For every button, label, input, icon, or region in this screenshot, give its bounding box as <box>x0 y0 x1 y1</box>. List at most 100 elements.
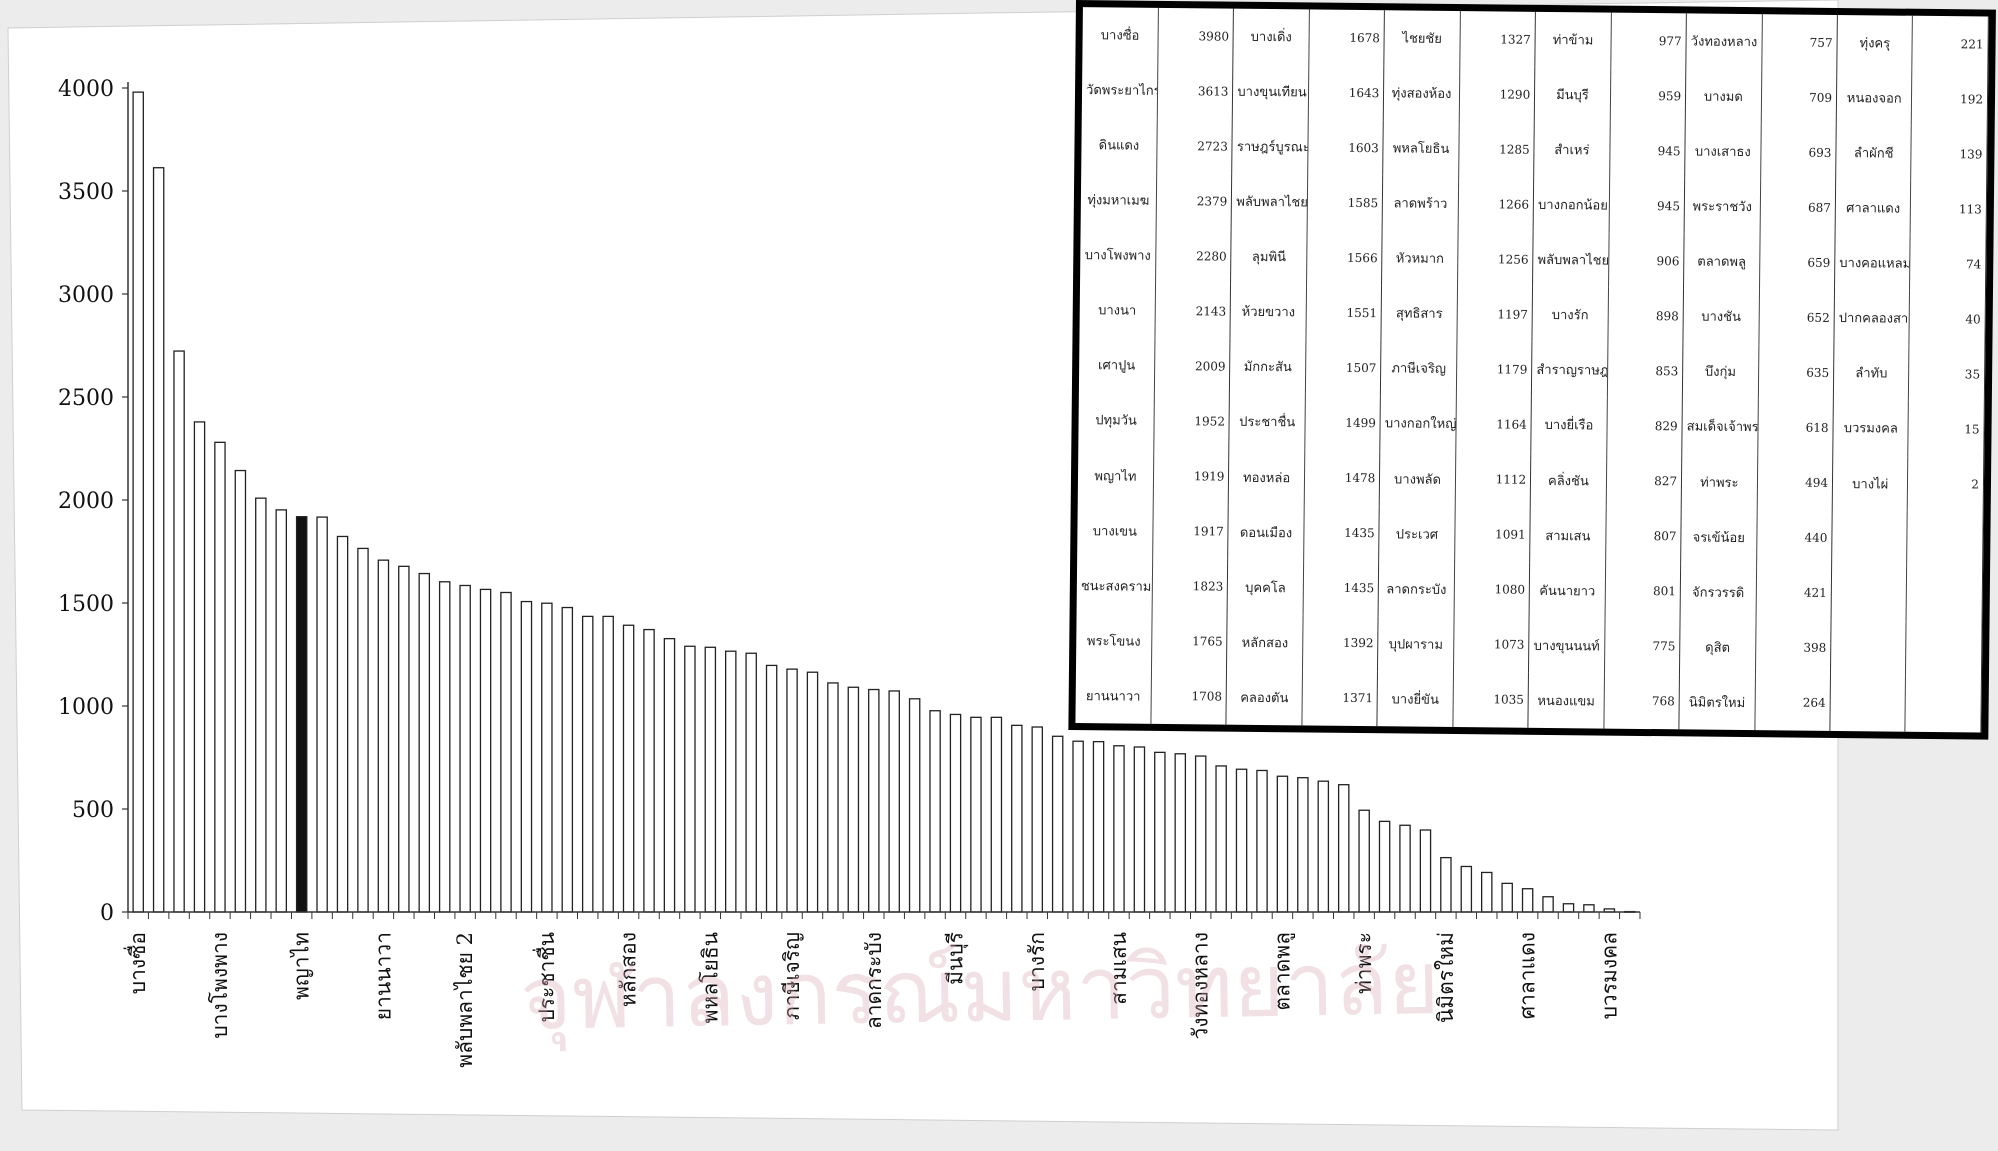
x-tick-label: บวรมงคล <box>1597 932 1621 1019</box>
bar <box>724 650 737 913</box>
district-name-cell: หนองแขม <box>1528 672 1605 729</box>
district-value-cell: 1285 <box>1458 121 1535 177</box>
y-axis: 0 500 1000 1500 2000 2500 3000 3500 4000 <box>58 77 129 926</box>
bar <box>765 664 778 913</box>
y-tick-label: 4000 <box>58 77 114 102</box>
bar <box>1337 784 1350 913</box>
watermark-text: จุฬาลงกรณ์มหาวิทยาลัย <box>519 930 1441 1051</box>
bar <box>704 646 717 913</box>
table-row: ดินแดง 2723 ราษฎร์บูรณะ 1603 พหลโยธิน 1285 สำเ… <box>1081 117 1988 182</box>
bar <box>949 713 962 913</box>
x-tick-label: นิมิตรใหม่ <box>1434 932 1458 1023</box>
district-name-cell: ชนะสงคราม <box>1076 557 1153 614</box>
district-name-cell: สำเหร่ <box>1533 121 1610 178</box>
x-tick-label: พญาไท <box>290 932 314 1000</box>
district-value-cell: 635 <box>1757 344 1834 401</box>
x-tick-label: บางรัก <box>1025 932 1049 991</box>
district-value-cell: 139 <box>1911 125 1988 182</box>
district-value-cell: 945 <box>1608 177 1685 234</box>
x-tick-label: บางซื่อ <box>123 932 150 994</box>
table-row: พญาไท 1919 ทองหล่อ 1478 บางพลัด 1112 คลิ่งชัน 8… <box>1077 447 1984 513</box>
district-value-cell: 906 <box>1608 232 1685 289</box>
district-name-cell: สมเด็จเจ้าพระยา <box>1681 398 1758 455</box>
bar <box>1297 777 1309 913</box>
y-tick-label: 1000 <box>58 695 114 720</box>
district-name-cell: บางยี่ขัน <box>1377 670 1454 727</box>
district-name-cell: วัดพระยาไกร <box>1081 62 1158 118</box>
district-name-cell: ทุ่งครุ <box>1836 14 1913 71</box>
bar <box>929 710 941 913</box>
district-value-cell: 709 <box>1760 69 1837 126</box>
district-name-cell: วังทองหลาง <box>1685 13 1762 70</box>
district-name-cell: บางซื่อ <box>1082 7 1159 63</box>
x-tick-label: ท่าพระ <box>1352 932 1376 994</box>
y-tick-label: 3000 <box>58 283 114 308</box>
y-tick-label: 0 <box>100 901 114 926</box>
bar <box>377 559 390 913</box>
district-name-cell: บางเดิ่ง <box>1233 8 1310 65</box>
district-name-cell: ทุ่งสองห้อง <box>1383 65 1460 122</box>
district-name-cell: คลองตัน <box>1226 669 1303 726</box>
y-tick-label: 500 <box>72 798 114 823</box>
district-value-cell: 1603 <box>1307 119 1384 176</box>
district-value-cell: 1566 <box>1306 229 1383 286</box>
district-name-cell: ยานนาวา <box>1075 667 1152 724</box>
bar <box>336 535 349 913</box>
bar <box>418 572 431 913</box>
district-name-cell: ลาดกระบัง <box>1378 560 1455 617</box>
district-value-cell: 1080 <box>1453 561 1530 618</box>
bar <box>1194 755 1207 913</box>
bar <box>1399 824 1411 913</box>
district-value-cell: 1266 <box>1457 176 1534 233</box>
bar <box>1521 888 1534 913</box>
bar <box>602 615 614 913</box>
bar <box>581 615 594 913</box>
bar <box>479 588 492 913</box>
district-name-cell: ศาลาแดง <box>1835 180 1912 237</box>
district-value-cell: 1507 <box>1305 339 1382 396</box>
district-name-cell: ดอนเมือง <box>1228 504 1305 561</box>
district-value-cell: 1256 <box>1457 231 1534 288</box>
bar <box>1276 775 1289 913</box>
district-value-cell: 15 <box>1908 401 1985 458</box>
bar <box>193 421 206 913</box>
district-value-cell: 618 <box>1757 399 1834 456</box>
bar <box>1072 740 1084 913</box>
x-tick-label: ประชาชื่น <box>532 932 559 1023</box>
district-name-cell: บางกอกใหญ่ <box>1380 395 1457 452</box>
district-name-cell: บวรมงคล <box>1832 400 1909 457</box>
district-name-cell: ทุ่งมหาเมฆ <box>1080 172 1157 229</box>
bar <box>1583 904 1595 913</box>
district-name-cell: บุคคโล <box>1227 559 1304 616</box>
district-value-cell: 1478 <box>1304 449 1381 506</box>
bar <box>1011 724 1023 913</box>
district-value-cell: 1371 <box>1301 670 1378 727</box>
x-tick-label: ลาดกระบัง <box>862 932 886 1029</box>
district-value-cell: 827 <box>1605 453 1682 509</box>
data-table-body: บางซื่อ 3980 บางเดิ่ง 1678 ไชยชัย 1327 ท่าข้าม… <box>1075 7 1989 733</box>
bar <box>1378 820 1391 913</box>
district-value-cell: 1327 <box>1459 11 1536 67</box>
x-tick-label: พลับพลาไชย 2 <box>453 932 477 1068</box>
district-name-cell: บางเขน <box>1077 502 1154 559</box>
bar <box>806 671 819 913</box>
district-value-cell: 3613 <box>1157 62 1234 119</box>
district-name-cell: พลับพลาไชย 2 <box>1231 173 1308 230</box>
bar <box>132 91 144 913</box>
district-name-cell: บางพลัด <box>1379 450 1456 507</box>
x-tick-label: สามเสน <box>1107 932 1131 1005</box>
district-name-cell: สามเสน <box>1529 507 1606 564</box>
district-name-cell: จักรวรรดิ <box>1680 563 1757 620</box>
district-name-cell: พระราชวัง <box>1684 178 1761 235</box>
district-name-cell: มักกะสัน <box>1229 339 1306 395</box>
district-value-cell: 2379 <box>1156 173 1233 229</box>
bar <box>1419 829 1432 913</box>
bar <box>398 565 410 913</box>
district-value-cell: 398 <box>1755 619 1832 676</box>
district-name-cell <box>1830 620 1907 677</box>
district-name-cell: ลาดพร้าว <box>1382 175 1459 232</box>
district-value-cell: 221 <box>1912 15 1989 72</box>
district-name-cell: ราษฎร์บูรณะ <box>1232 118 1309 175</box>
district-name-cell: ลำทับ <box>1833 345 1910 402</box>
